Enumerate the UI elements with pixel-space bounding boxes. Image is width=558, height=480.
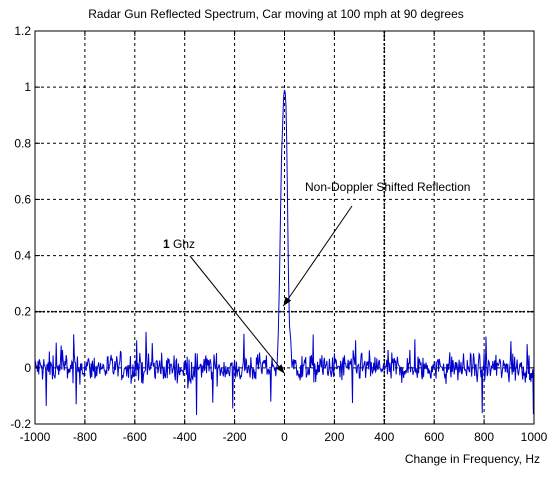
y-tick-label: 1 (24, 80, 31, 94)
annotation-1ghz-label: 1 Ghz (163, 237, 195, 251)
x-tick-label: 400 (374, 430, 394, 444)
x-tick-label: -1000 (20, 430, 51, 444)
y-tick-label: -0.2 (10, 417, 31, 431)
annotation-reflection-arrow-head (283, 296, 292, 307)
reference-lines (35, 31, 534, 424)
annotation-1ghz-bold: 1 (163, 237, 170, 251)
x-tick-label: 800 (474, 430, 494, 444)
axis-ticks: -1000 -800 -600 -400 -200 0 200 400 600 800 1000 -0… (10, 24, 547, 444)
annotation-reflection-arrow (282, 205, 353, 307)
x-tick-label: 1000 (521, 430, 548, 444)
y-tick-label: 0.2 (14, 305, 31, 319)
y-tick-label: 0.8 (14, 136, 31, 150)
x-tick-label: -200 (223, 430, 247, 444)
x-tick-label: -800 (73, 430, 97, 444)
y-tick-label: 0.4 (14, 249, 31, 263)
annotation-1ghz-arrow (189, 255, 285, 374)
annotations: 1 Ghz Non-Doppler Shifted Reflection (163, 180, 470, 374)
chart-title: Radar Gun Reflected Spectrum, Car moving… (88, 7, 464, 21)
annotation-1ghz-text: Ghz (170, 237, 195, 251)
series-group (34, 89, 535, 415)
x-axis-label: Change in Frequency, Hz (405, 452, 540, 466)
x-tick-label: 0 (281, 430, 288, 444)
y-tick-label: 1.2 (14, 24, 31, 38)
x-tick-label: 200 (324, 430, 344, 444)
x-tick-label: -600 (123, 430, 147, 444)
x-tick-label: -400 (173, 430, 197, 444)
annotation-1ghz-arrow-head (276, 364, 285, 374)
series-line (34, 89, 535, 415)
annotation-reflection-label: Non-Doppler Shifted Reflection (305, 180, 470, 194)
y-tick-label: 0.6 (14, 192, 31, 206)
x-tick-label: 600 (424, 430, 444, 444)
y-tick-label: 0 (24, 361, 31, 375)
